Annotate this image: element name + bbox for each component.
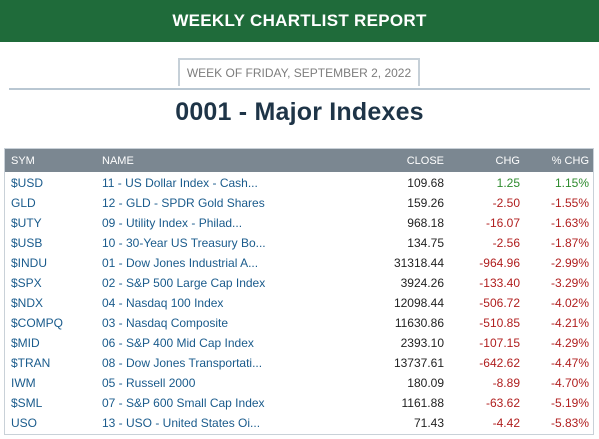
row-pct-change: -1.87%	[550, 236, 589, 250]
row-pct-change: -2.99%	[550, 256, 589, 270]
row-pct-change: -4.29%	[550, 336, 589, 350]
row-symbol[interactable]: $USB	[11, 236, 43, 250]
row-change: -2.50	[492, 196, 520, 210]
page-title: 0001 - Major Indexes	[175, 98, 424, 126]
week-label-box: WEEK OF FRIDAY, SEPTEMBER 2, 2022	[178, 58, 420, 86]
header-sym[interactable]: SYM	[11, 154, 35, 167]
header-close[interactable]: CLOSE	[406, 154, 444, 167]
indexes-table: SYM NAME CLOSE CHG % CHG $USD 11 - US Dol…	[4, 148, 594, 435]
table-header: SYM NAME CLOSE CHG % CHG	[5, 149, 593, 172]
table-row[interactable]: $USB 10 - 30-Year US Treasury Bo... 134.75…	[5, 233, 593, 253]
row-pct-change: -4.02%	[550, 296, 589, 310]
row-change: -107.15	[479, 336, 520, 350]
row-change: -133.40	[479, 276, 520, 290]
table-row[interactable]: IWM 05 - Russell 2000 180.09 -8.89 -4.70%	[5, 373, 593, 393]
row-pct-change: -1.63%	[550, 216, 589, 230]
week-section: WEEK OF FRIDAY, SEPTEMBER 2, 2022	[0, 58, 599, 90]
row-symbol[interactable]: $TRAN	[11, 356, 51, 370]
row-symbol[interactable]: $INDU	[11, 256, 48, 270]
table-row[interactable]: $SPX 02 - S&P 500 Large Cap Index 3924.26 -…	[5, 273, 593, 293]
table-row[interactable]: $SML 07 - S&P 600 Small Cap Index 1161.88 -…	[5, 393, 593, 413]
row-close: 3924.26	[400, 276, 444, 290]
row-change: -16.07	[485, 216, 520, 230]
table-row[interactable]: USO 13 - USO - United States Oi... 71.43 -4…	[5, 413, 593, 433]
row-close: 2393.10	[400, 336, 444, 350]
row-change: -63.62	[485, 396, 520, 410]
row-pct-change: -4.70%	[550, 376, 589, 390]
row-symbol[interactable]: GLD	[11, 196, 36, 210]
row-close: 180.09	[407, 376, 444, 390]
row-symbol[interactable]: $COMPQ	[11, 316, 64, 330]
report-banner: WEEKLY CHARTLIST REPORT	[0, 0, 599, 42]
row-close: 71.43	[413, 416, 444, 430]
row-close: 1161.88	[401, 396, 445, 410]
row-change: -4.42	[492, 416, 520, 430]
row-symbol[interactable]: $MID	[11, 336, 40, 350]
row-name[interactable]: 13 - USO - United States Oi...	[102, 416, 261, 430]
row-symbol[interactable]: $SPX	[11, 276, 42, 290]
week-divider	[9, 88, 590, 90]
row-change: 1.25	[496, 176, 520, 190]
header-chg[interactable]: CHG	[495, 154, 520, 167]
row-symbol[interactable]: $NDX	[11, 296, 44, 310]
row-close: 134.75	[407, 236, 444, 250]
row-close: 12098.44	[393, 296, 444, 310]
header-name[interactable]: NAME	[102, 154, 134, 167]
row-symbol[interactable]: IWM	[11, 376, 36, 390]
row-name[interactable]: 10 - 30-Year US Treasury Bo...	[102, 236, 266, 250]
header-pct-chg[interactable]: % CHG	[551, 154, 589, 167]
row-change: -2.56	[492, 236, 520, 250]
row-close: 968.18	[407, 216, 444, 230]
row-pct-change: -4.47%	[550, 356, 589, 370]
table-row[interactable]: $MID 06 - S&P 400 Mid Cap Index 2393.10 -10…	[5, 333, 593, 353]
row-name[interactable]: 06 - S&P 400 Mid Cap Index	[102, 336, 254, 350]
row-close: 159.26	[407, 196, 444, 210]
row-close: 11630.86	[394, 316, 444, 330]
row-change: -964.96	[479, 256, 520, 270]
row-close: 109.68	[407, 176, 444, 190]
row-pct-change: -4.21%	[550, 316, 589, 330]
row-symbol[interactable]: $USD	[11, 176, 44, 190]
table-row[interactable]: $COMPQ 03 - Nasdaq Composite 11630.86 -510.…	[5, 313, 593, 333]
table-row[interactable]: $USD 11 - US Dollar Index - Cash... 109.68…	[5, 173, 593, 193]
table-body: $USD 11 - US Dollar Index - Cash... 109.68…	[5, 173, 593, 433]
row-change: -8.89	[492, 376, 520, 390]
week-label: WEEK OF FRIDAY, SEPTEMBER 2, 2022	[186, 66, 412, 80]
row-symbol[interactable]: $SML	[11, 396, 43, 410]
table-row[interactable]: $NDX 04 - Nasdaq 100 Index 12098.44 -506.72…	[5, 293, 593, 313]
banner-title: WEEKLY CHARTLIST REPORT	[172, 11, 427, 30]
row-name[interactable]: 03 - Nasdaq Composite	[102, 316, 229, 330]
table-row[interactable]: GLD 12 - GLD - SPDR Gold Shares 159.26 -2.5…	[5, 193, 593, 213]
row-pct-change: -5.83%	[550, 416, 589, 430]
row-name[interactable]: 09 - Utility Index - Philad...	[102, 216, 243, 230]
row-close: 13737.61	[393, 356, 444, 370]
row-name[interactable]: 11 - US Dollar Index - Cash...	[102, 176, 258, 190]
row-change: -506.72	[479, 296, 520, 310]
table-row[interactable]: $UTY 09 - Utility Index - Philad... 968.18…	[5, 213, 593, 233]
row-change: -510.85	[479, 316, 520, 330]
row-symbol[interactable]: $UTY	[11, 216, 42, 230]
row-name[interactable]: 05 - Russell 2000	[102, 376, 196, 390]
row-name[interactable]: 08 - Dow Jones Transportati...	[102, 356, 263, 370]
row-name[interactable]: 12 - GLD - SPDR Gold Shares	[102, 196, 265, 210]
row-pct-change: 1.15%	[554, 176, 589, 190]
table-row[interactable]: $INDU 01 - Dow Jones Industrial A... 31318…	[5, 253, 593, 273]
row-change: -642.62	[479, 356, 520, 370]
row-pct-change: -5.19%	[550, 396, 589, 410]
row-close: 31318.44	[393, 256, 444, 270]
row-pct-change: -3.29%	[550, 276, 589, 290]
row-symbol[interactable]: USO	[11, 416, 38, 430]
row-name[interactable]: 01 - Dow Jones Industrial A...	[102, 256, 259, 270]
table-row[interactable]: $TRAN 08 - Dow Jones Transportati... 13737…	[5, 353, 593, 373]
row-name[interactable]: 02 - S&P 500 Large Cap Index	[102, 276, 266, 290]
row-name[interactable]: 07 - S&P 600 Small Cap Index	[102, 396, 265, 410]
row-pct-change: -1.55%	[550, 196, 589, 210]
row-name[interactable]: 04 - Nasdaq 100 Index	[102, 296, 224, 310]
